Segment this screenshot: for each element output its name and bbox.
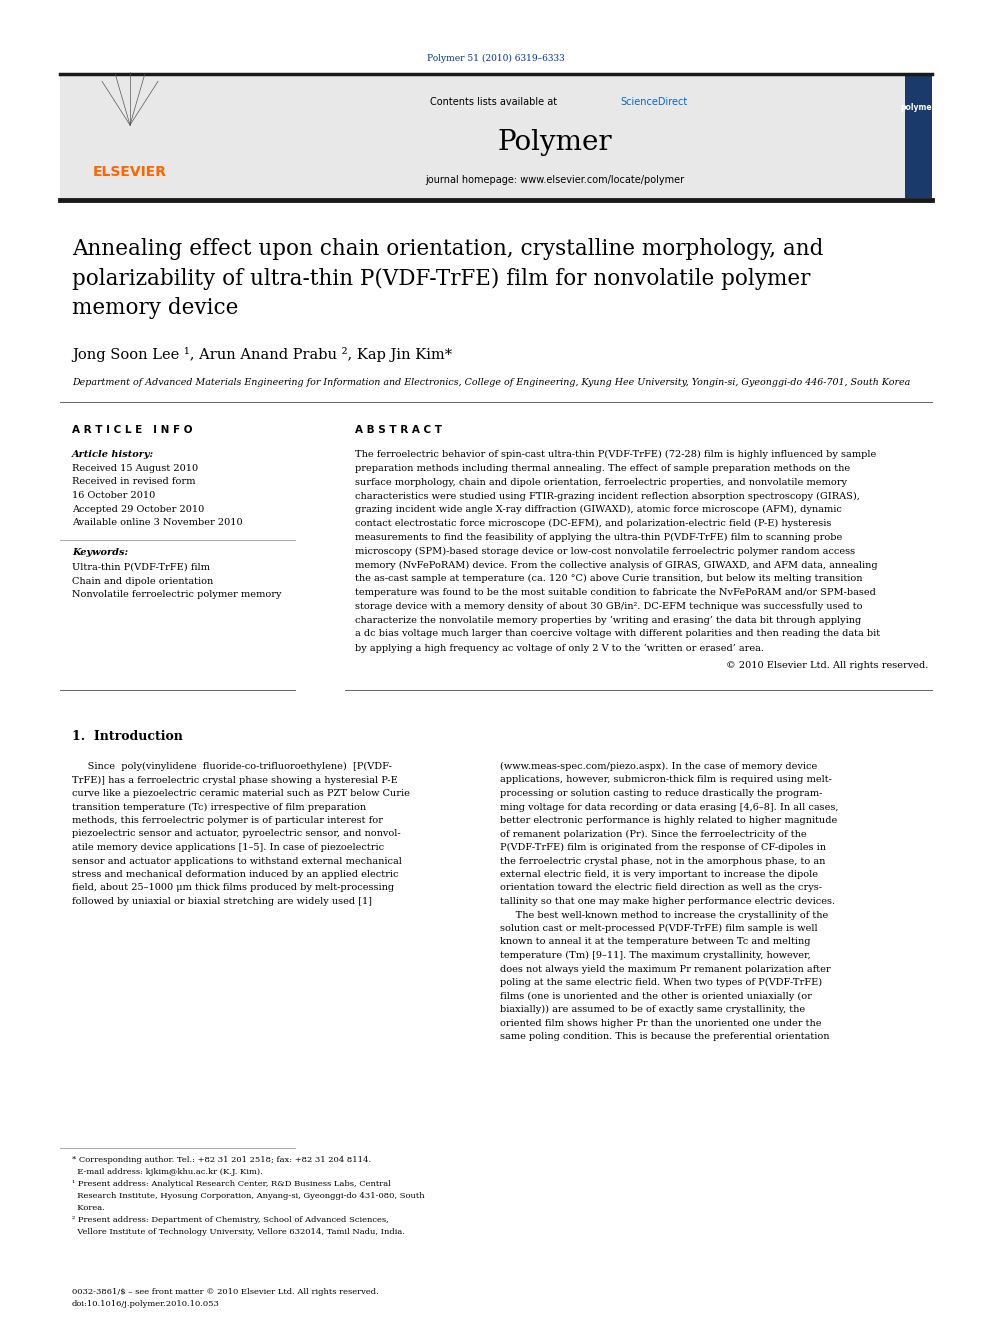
Text: Korea.: Korea.	[72, 1204, 105, 1212]
Text: Jong Soon Lee ¹, Arun Anand Prabu ², Kap Jin Kim*: Jong Soon Lee ¹, Arun Anand Prabu ², Kap…	[72, 347, 452, 363]
Text: Ultra-thin P(VDF-TrFE) film: Ultra-thin P(VDF-TrFE) film	[72, 564, 210, 572]
Text: grazing incident wide angle X-ray diffraction (GIWAXD), atomic force microscope : grazing incident wide angle X-ray diffra…	[355, 505, 842, 515]
Text: ming voltage for data recording or data erasing [4,6–8]. In all cases,: ming voltage for data recording or data …	[500, 803, 838, 811]
Text: Chain and dipole orientation: Chain and dipole orientation	[72, 577, 213, 586]
Text: Annealing effect upon chain orientation, crystalline morphology, and
polarizabil: Annealing effect upon chain orientation,…	[72, 238, 823, 319]
Text: storage device with a memory density of about 30 GB/in². DC-EFM technique was su: storage device with a memory density of …	[355, 602, 862, 611]
Text: microscopy (SPM)-based storage device or low-cost nonvolatile ferroelectric poly: microscopy (SPM)-based storage device or…	[355, 546, 855, 556]
Text: contact electrostatic force microscope (DC-EFM), and polarization-electric field: contact electrostatic force microscope (…	[355, 519, 831, 528]
Text: A R T I C L E   I N F O: A R T I C L E I N F O	[72, 425, 192, 435]
Text: stress and mechanical deformation induced by an applied electric: stress and mechanical deformation induce…	[72, 871, 399, 878]
Text: measurements to find the feasibility of applying the ultra-thin P(VDF-TrFE) film: measurements to find the feasibility of …	[355, 533, 842, 542]
Text: Accepted 29 October 2010: Accepted 29 October 2010	[72, 504, 204, 513]
Text: TrFE)] has a ferroelectric crystal phase showing a hysteresial P-E: TrFE)] has a ferroelectric crystal phase…	[72, 775, 398, 785]
Text: © 2010 Elsevier Ltd. All rights reserved.: © 2010 Elsevier Ltd. All rights reserved…	[725, 662, 928, 669]
FancyBboxPatch shape	[210, 75, 905, 198]
Text: Department of Advanced Materials Engineering for Information and Electronics, Co: Department of Advanced Materials Enginee…	[72, 378, 911, 388]
Text: preparation methods including thermal annealing. The effect of sample preparatio: preparation methods including thermal an…	[355, 464, 850, 472]
Text: followed by uniaxial or biaxial stretching are widely used [1]: followed by uniaxial or biaxial stretchi…	[72, 897, 372, 906]
Text: Available online 3 November 2010: Available online 3 November 2010	[72, 519, 243, 527]
Text: 1.  Introduction: 1. Introduction	[72, 730, 183, 744]
Text: field, about 25–1000 μm thick films produced by melt-processing: field, about 25–1000 μm thick films prod…	[72, 884, 394, 893]
Text: Vellore Institute of Technology University, Vellore 632014, Tamil Nadu, India.: Vellore Institute of Technology Universi…	[72, 1228, 405, 1236]
Text: memory (NvFePoRAM) device. From the collective analysis of GIRAS, GIWAXD, and AF: memory (NvFePoRAM) device. From the coll…	[355, 561, 878, 569]
Text: E-mail address: kjkim@khu.ac.kr (K.J. Kim).: E-mail address: kjkim@khu.ac.kr (K.J. Ki…	[72, 1168, 263, 1176]
Text: better electronic performance is highly related to higher magnitude: better electronic performance is highly …	[500, 816, 837, 826]
Text: (www.meas-spec.com/piezo.aspx). In the case of memory device: (www.meas-spec.com/piezo.aspx). In the c…	[500, 762, 817, 771]
Text: Contents lists available at: Contents lists available at	[430, 97, 560, 107]
Text: * Corresponding author. Tel.: +82 31 201 2518; fax: +82 31 204 8114.: * Corresponding author. Tel.: +82 31 201…	[72, 1156, 371, 1164]
Text: by applying a high frequency ac voltage of only 2 V to the ‘written or erased’ a: by applying a high frequency ac voltage …	[355, 643, 764, 652]
Text: a dc bias voltage much larger than coercive voltage with different polarities an: a dc bias voltage much larger than coerc…	[355, 630, 880, 639]
Text: Nonvolatile ferroelectric polymer memory: Nonvolatile ferroelectric polymer memory	[72, 590, 282, 599]
Text: tallinity so that one may make higher performance electric devices.: tallinity so that one may make higher pe…	[500, 897, 835, 906]
Text: ScienceDirect: ScienceDirect	[620, 97, 687, 107]
Text: ¹ Present address: Analytical Research Center, R&D Business Labs, Central: ¹ Present address: Analytical Research C…	[72, 1180, 391, 1188]
Text: Received in revised form: Received in revised form	[72, 478, 195, 487]
Text: the as-cast sample at temperature (ca. 120 °C) above Curie transition, but below: the as-cast sample at temperature (ca. 1…	[355, 574, 862, 583]
Text: curve like a piezoelectric ceramic material such as PZT below Curie: curve like a piezoelectric ceramic mater…	[72, 789, 410, 798]
Text: surface morphology, chain and dipole orientation, ferroelectric properties, and : surface morphology, chain and dipole ori…	[355, 478, 847, 487]
Text: poling at the same electric field. When two types of P(VDF-TrFE): poling at the same electric field. When …	[500, 978, 822, 987]
Text: methods, this ferroelectric polymer is of particular interest for: methods, this ferroelectric polymer is o…	[72, 816, 383, 826]
FancyBboxPatch shape	[60, 75, 210, 198]
Text: Polymer 51 (2010) 6319–6333: Polymer 51 (2010) 6319–6333	[428, 53, 564, 62]
Text: temperature was found to be the most suitable condition to fabricate the NvFePoR: temperature was found to be the most sui…	[355, 587, 876, 597]
FancyBboxPatch shape	[905, 75, 932, 198]
Text: journal homepage: www.elsevier.com/locate/polymer: journal homepage: www.elsevier.com/locat…	[426, 175, 684, 185]
Text: piezoelectric sensor and actuator, pyroelectric sensor, and nonvol-: piezoelectric sensor and actuator, pyroe…	[72, 830, 401, 839]
Text: Since  poly(vinylidene  fluoride-co-trifluoroethylene)  [P(VDF-: Since poly(vinylidene fluoride-co-triflu…	[72, 762, 392, 771]
Text: temperature (Tm) [9–11]. The maximum crystallinity, however,: temperature (Tm) [9–11]. The maximum cry…	[500, 951, 810, 960]
Text: The best well-known method to increase the crystallinity of the: The best well-known method to increase t…	[500, 910, 828, 919]
Text: polymer: polymer	[901, 103, 935, 112]
Text: biaxially)) are assumed to be of exactly same crystallinity, the: biaxially)) are assumed to be of exactly…	[500, 1005, 806, 1015]
Text: applications, however, submicron-thick film is required using melt-: applications, however, submicron-thick f…	[500, 775, 832, 785]
Text: external electric field, it is very important to increase the dipole: external electric field, it is very impo…	[500, 871, 818, 878]
Text: Research Institute, Hyosung Corporation, Anyang-si, Gyeonggi-do 431-080, South: Research Institute, Hyosung Corporation,…	[72, 1192, 425, 1200]
Text: A B S T R A C T: A B S T R A C T	[355, 425, 442, 435]
Text: transition temperature (Tc) irrespective of film preparation: transition temperature (Tc) irrespective…	[72, 803, 366, 811]
Text: the ferroelectric crystal phase, not in the amorphous phase, to an: the ferroelectric crystal phase, not in …	[500, 856, 825, 865]
Text: characteristics were studied using FTIR-grazing incident reflection absorption s: characteristics were studied using FTIR-…	[355, 491, 860, 500]
Text: ² Present address: Department of Chemistry, School of Advanced Sciences,: ² Present address: Department of Chemist…	[72, 1216, 389, 1224]
Text: atile memory device applications [1–5]. In case of piezoelectric: atile memory device applications [1–5]. …	[72, 843, 384, 852]
Text: films (one is unoriented and the other is oriented uniaxially (or: films (one is unoriented and the other i…	[500, 991, 811, 1000]
Text: Received 15 August 2010: Received 15 August 2010	[72, 464, 198, 474]
Text: known to anneal it at the temperature between Tc and melting: known to anneal it at the temperature be…	[500, 938, 810, 946]
Text: orientation toward the electric field direction as well as the crys-: orientation toward the electric field di…	[500, 884, 822, 893]
Text: characterize the nonvolatile memory properties by ‘writing and erasing’ the data: characterize the nonvolatile memory prop…	[355, 615, 861, 624]
Text: 0032-3861/$ – see front matter © 2010 Elsevier Ltd. All rights reserved.: 0032-3861/$ – see front matter © 2010 El…	[72, 1289, 379, 1297]
Text: P(VDF-TrFE) film is originated from the response of CF-dipoles in: P(VDF-TrFE) film is originated from the …	[500, 843, 826, 852]
Text: Article history:: Article history:	[72, 450, 154, 459]
Text: 16 October 2010: 16 October 2010	[72, 491, 156, 500]
Text: ELSEVIER: ELSEVIER	[93, 165, 167, 179]
Text: does not always yield the maximum Pr remanent polarization after: does not always yield the maximum Pr rem…	[500, 964, 830, 974]
Text: processing or solution casting to reduce drastically the program-: processing or solution casting to reduce…	[500, 789, 822, 798]
Text: doi:10.1016/j.polymer.2010.10.053: doi:10.1016/j.polymer.2010.10.053	[72, 1299, 220, 1307]
Text: same poling condition. This is because the preferential orientation: same poling condition. This is because t…	[500, 1032, 829, 1041]
Text: sensor and actuator applications to withstand external mechanical: sensor and actuator applications to with…	[72, 856, 402, 865]
Text: of remanent polarization (Pr). Since the ferroelectricity of the: of remanent polarization (Pr). Since the…	[500, 830, 806, 839]
Text: oriented film shows higher Pr than the unoriented one under the: oriented film shows higher Pr than the u…	[500, 1019, 821, 1028]
Text: The ferroelectric behavior of spin-cast ultra-thin P(VDF-TrFE) (72-28) film is h: The ferroelectric behavior of spin-cast …	[355, 450, 876, 459]
Text: Polymer: Polymer	[498, 130, 612, 156]
Text: Keywords:: Keywords:	[72, 548, 128, 557]
Text: solution cast or melt-processed P(VDF-TrFE) film sample is well: solution cast or melt-processed P(VDF-Tr…	[500, 923, 817, 933]
